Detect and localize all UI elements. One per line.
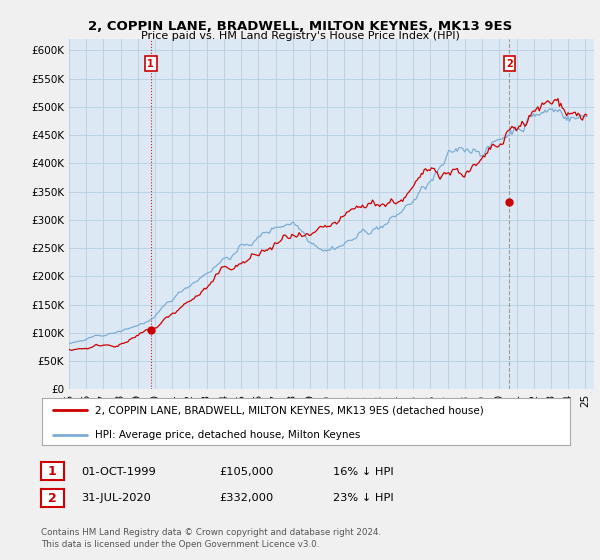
Text: 01-OCT-1999: 01-OCT-1999 <box>81 466 156 477</box>
Text: 31-JUL-2020: 31-JUL-2020 <box>81 493 151 503</box>
Text: 2, COPPIN LANE, BRADWELL, MILTON KEYNES, MK13 9ES (detached house): 2, COPPIN LANE, BRADWELL, MILTON KEYNES,… <box>95 405 484 416</box>
Text: Price paid vs. HM Land Registry's House Price Index (HPI): Price paid vs. HM Land Registry's House … <box>140 31 460 41</box>
Text: £332,000: £332,000 <box>219 493 273 503</box>
Text: 1: 1 <box>48 465 56 478</box>
Text: Contains HM Land Registry data © Crown copyright and database right 2024.
This d: Contains HM Land Registry data © Crown c… <box>41 528 381 549</box>
Text: 2: 2 <box>48 492 56 505</box>
Text: £105,000: £105,000 <box>219 466 274 477</box>
Text: 23% ↓ HPI: 23% ↓ HPI <box>333 493 394 503</box>
Text: 2: 2 <box>506 59 513 69</box>
Text: 2, COPPIN LANE, BRADWELL, MILTON KEYNES, MK13 9ES: 2, COPPIN LANE, BRADWELL, MILTON KEYNES,… <box>88 20 512 32</box>
Text: 1: 1 <box>148 59 154 69</box>
Text: HPI: Average price, detached house, Milton Keynes: HPI: Average price, detached house, Milt… <box>95 430 360 440</box>
Text: 16% ↓ HPI: 16% ↓ HPI <box>333 466 394 477</box>
